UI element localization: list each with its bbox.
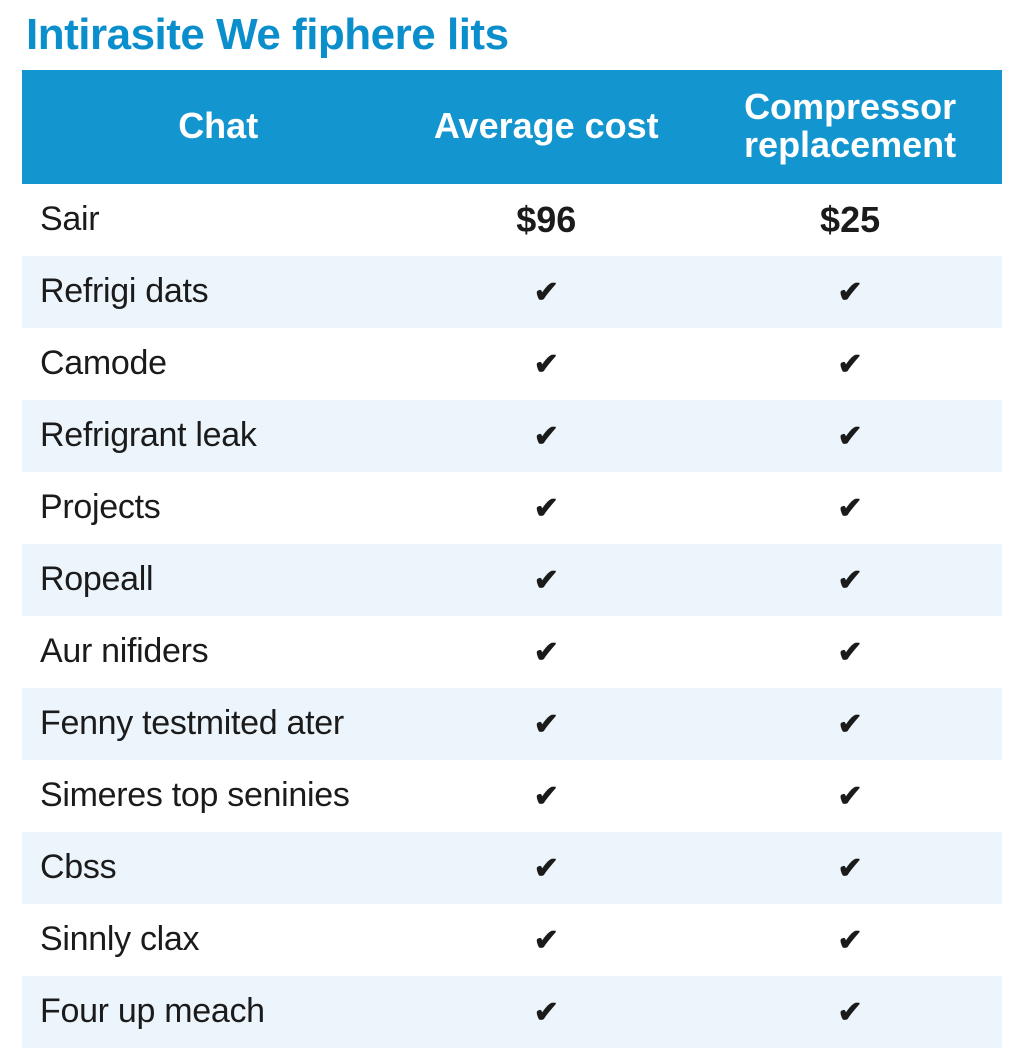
check-icon: ✔ <box>534 491 559 526</box>
cell-avg-cost: ✔ <box>394 976 698 1048</box>
check-icon: ✔ <box>534 779 559 814</box>
page: Intirasite We fiphere lits Chat Average … <box>0 0 1024 1048</box>
check-icon: ✔ <box>534 275 559 310</box>
check-icon: ✔ <box>838 635 863 670</box>
row-label: Refrigi dats <box>22 256 394 328</box>
row-label: Sair <box>22 184 394 256</box>
row-label: Projects <box>22 472 394 544</box>
check-icon: ✔ <box>838 347 863 382</box>
cell-compressor: ✔ <box>698 832 1002 904</box>
table-row: Refrigrant leak ✔ ✔ <box>22 400 1002 472</box>
check-icon: ✔ <box>534 851 559 886</box>
cell-avg-cost: ✔ <box>394 400 698 472</box>
cell-compressor: ✔ <box>698 688 1002 760</box>
cell-compressor: ✔ <box>698 400 1002 472</box>
cell-compressor: ✔ <box>698 976 1002 1048</box>
col-header-compressor: Compressor replacement <box>698 70 1002 184</box>
table-row: Aur nifiders ✔ ✔ <box>22 616 1002 688</box>
cell-avg-cost: ✔ <box>394 544 698 616</box>
check-icon: ✔ <box>838 923 863 958</box>
cell-avg-cost: ✔ <box>394 472 698 544</box>
check-icon: ✔ <box>534 923 559 958</box>
table-header: Chat Average cost Compressor replacement <box>22 70 1002 184</box>
check-icon: ✔ <box>838 563 863 598</box>
check-icon: ✔ <box>534 707 559 742</box>
table-row: Cbss ✔ ✔ <box>22 832 1002 904</box>
table-row: Projects ✔ ✔ <box>22 472 1002 544</box>
cell-compressor: $25 <box>698 184 1002 256</box>
check-icon: ✔ <box>838 419 863 454</box>
comparison-table: Chat Average cost Compressor replacement… <box>22 70 1002 1048</box>
cell-avg-cost: ✔ <box>394 832 698 904</box>
row-label: Cbss <box>22 832 394 904</box>
check-icon: ✔ <box>838 995 863 1030</box>
table-body: Sair$96$25Refrigi dats✔✔Camode✔✔Refrigra… <box>22 184 1002 1048</box>
row-label: Sinnly clax <box>22 904 394 976</box>
table-row: Refrigi dats ✔ ✔ <box>22 256 1002 328</box>
row-label: Four up meach <box>22 976 394 1048</box>
table-row: Sinnly clax ✔ ✔ <box>22 904 1002 976</box>
table-row: Ropeall ✔ ✔ <box>22 544 1002 616</box>
check-icon: ✔ <box>534 995 559 1030</box>
cell-avg-cost: ✔ <box>394 760 698 832</box>
row-label: Camode <box>22 328 394 400</box>
cell-compressor: ✔ <box>698 472 1002 544</box>
check-icon: ✔ <box>534 347 559 382</box>
row-label: Simeres top seninies <box>22 760 394 832</box>
col-header-chat: Chat <box>22 70 394 184</box>
check-icon: ✔ <box>838 491 863 526</box>
cell-compressor: ✔ <box>698 616 1002 688</box>
table-row: Camode ✔ ✔ <box>22 328 1002 400</box>
table-row: Simeres top seninies ✔ ✔ <box>22 760 1002 832</box>
check-icon: ✔ <box>838 851 863 886</box>
check-icon: ✔ <box>534 635 559 670</box>
table-row: Sair$96$25 <box>22 184 1002 256</box>
check-icon: ✔ <box>838 707 863 742</box>
table-row: Fenny testmited ater ✔ ✔ <box>22 688 1002 760</box>
row-label: Ropeall <box>22 544 394 616</box>
cell-avg-cost: ✔ <box>394 688 698 760</box>
cell-avg-cost: $96 <box>394 184 698 256</box>
table-row: Four up meach ✔ ✔ <box>22 976 1002 1048</box>
cell-compressor: ✔ <box>698 904 1002 976</box>
cell-avg-cost: ✔ <box>394 616 698 688</box>
cell-compressor: ✔ <box>698 760 1002 832</box>
cell-compressor: ✔ <box>698 328 1002 400</box>
cell-compressor: ✔ <box>698 256 1002 328</box>
cell-avg-cost: ✔ <box>394 328 698 400</box>
col-header-avg-cost: Average cost <box>394 70 698 184</box>
page-title: Intirasite We fiphere lits <box>26 10 1002 60</box>
cell-avg-cost: ✔ <box>394 256 698 328</box>
check-icon: ✔ <box>838 275 863 310</box>
check-icon: ✔ <box>838 779 863 814</box>
row-label: Aur nifiders <box>22 616 394 688</box>
row-label: Fenny testmited ater <box>22 688 394 760</box>
check-icon: ✔ <box>534 563 559 598</box>
cell-compressor: ✔ <box>698 544 1002 616</box>
row-label: Refrigrant leak <box>22 400 394 472</box>
cell-avg-cost: ✔ <box>394 904 698 976</box>
check-icon: ✔ <box>534 419 559 454</box>
